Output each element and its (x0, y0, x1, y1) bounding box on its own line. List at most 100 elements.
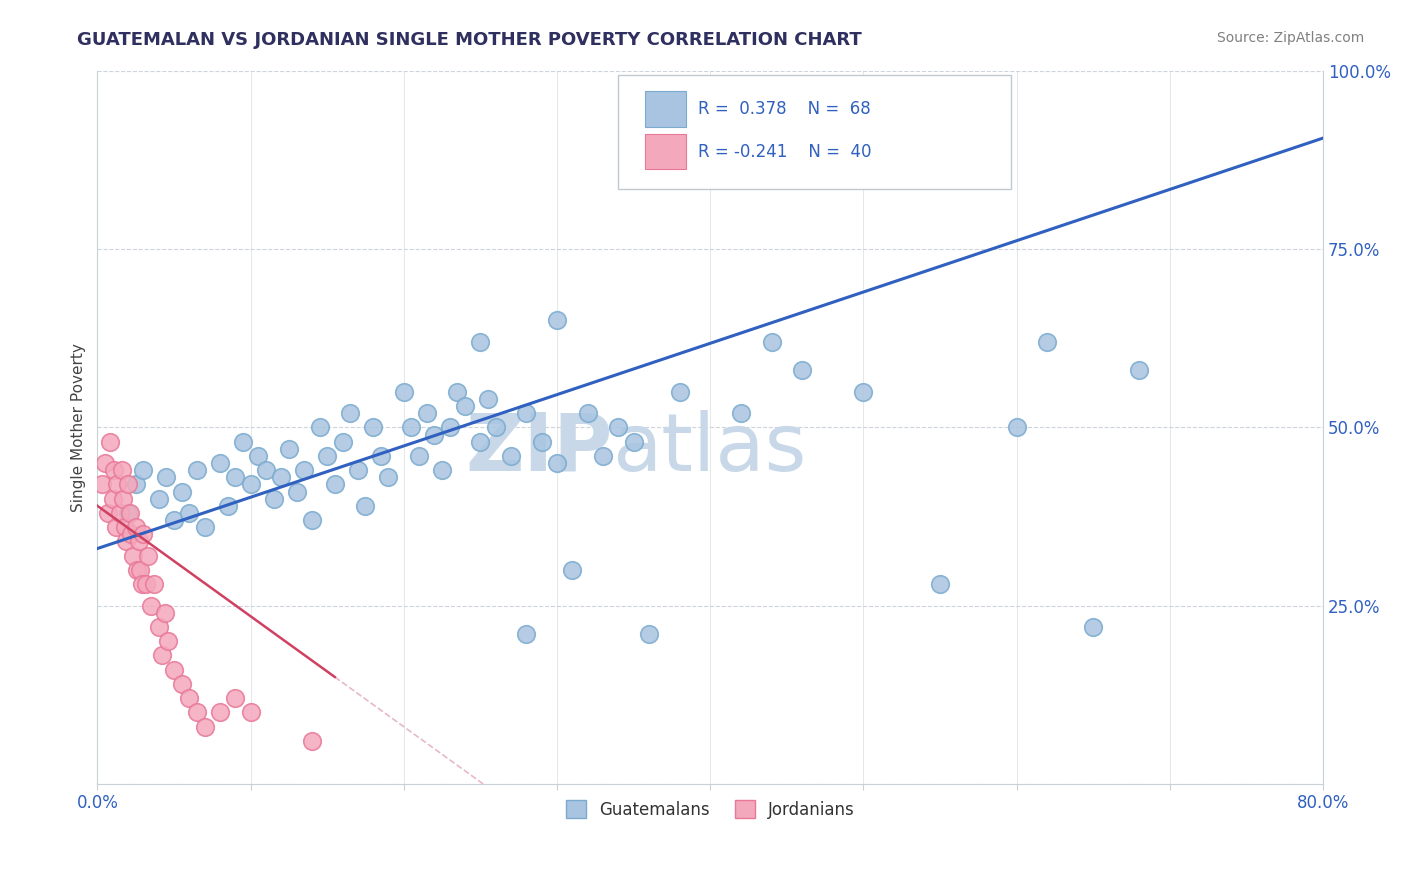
Point (186, 463, 208, 477)
Point (239, 706, 262, 720)
Point (111, 463, 134, 477)
Point (239, 477, 262, 491)
Point (929, 577, 952, 591)
Legend: Guatemalans, Jordanians: Guatemalans, Jordanians (560, 794, 862, 825)
Point (761, 334, 783, 349)
Point (170, 677, 193, 691)
Point (792, 363, 814, 377)
Point (515, 406, 537, 420)
Point (439, 420, 461, 434)
Point (499, 449, 522, 463)
Text: R = -0.241    N =  40: R = -0.241 N = 40 (697, 143, 872, 161)
Point (301, 734, 323, 748)
Point (143, 577, 166, 591)
Point (354, 499, 377, 513)
Point (179, 691, 201, 706)
Point (370, 449, 392, 463)
Point (285, 484, 308, 499)
Point (377, 470, 399, 484)
Point (232, 434, 254, 449)
Point (430, 463, 453, 477)
Point (115, 534, 138, 549)
Point (128, 534, 150, 549)
Text: GUATEMALAN VS JORDANIAN SINGLE MOTHER POVERTY CORRELATION CHART: GUATEMALAN VS JORDANIAN SINGLE MOTHER PO… (77, 31, 862, 49)
Point (117, 477, 139, 491)
Point (1005, 420, 1028, 434)
Point (136, 549, 159, 563)
Point (94, 456, 117, 470)
Point (224, 691, 246, 706)
Point (254, 463, 277, 477)
Point (224, 470, 246, 484)
Point (561, 563, 583, 577)
Point (247, 449, 270, 463)
Point (121, 549, 143, 563)
Point (97, 506, 120, 520)
Point (127, 563, 149, 577)
Point (361, 420, 384, 434)
Point (153, 606, 176, 620)
Point (530, 434, 553, 449)
Point (155, 470, 177, 484)
Point (392, 384, 415, 399)
Point (103, 463, 125, 477)
Y-axis label: Single Mother Poverty: Single Mother Poverty (72, 343, 86, 512)
Point (217, 499, 239, 513)
Point (132, 527, 155, 541)
Point (117, 506, 139, 520)
Point (623, 434, 645, 449)
Point (668, 384, 690, 399)
Point (110, 506, 132, 520)
Point (105, 477, 128, 491)
Point (163, 663, 186, 677)
Point (150, 648, 173, 663)
Point (263, 491, 285, 506)
Point (148, 620, 170, 634)
Point (592, 449, 614, 463)
Point (470, 434, 492, 449)
Point (277, 442, 299, 456)
Point (170, 484, 193, 499)
FancyBboxPatch shape (619, 75, 1011, 188)
Point (401, 420, 423, 434)
Point (132, 463, 155, 477)
Point (118, 506, 141, 520)
Point (135, 577, 157, 591)
Point (546, 456, 568, 470)
Text: Source: ZipAtlas.com: Source: ZipAtlas.com (1216, 31, 1364, 45)
Point (114, 520, 136, 534)
Point (423, 427, 446, 442)
Point (347, 463, 370, 477)
Point (470, 334, 492, 349)
Point (454, 399, 477, 413)
Point (179, 506, 201, 520)
Point (316, 449, 339, 463)
Point (446, 384, 468, 399)
Point (301, 513, 323, 527)
Point (194, 720, 217, 734)
Point (124, 477, 146, 491)
Point (477, 392, 499, 406)
Point (576, 406, 599, 420)
Point (139, 599, 162, 613)
Point (339, 406, 361, 420)
Point (156, 634, 179, 648)
Point (124, 520, 146, 534)
Point (292, 463, 315, 477)
Bar (645, 91, 686, 127)
Point (638, 627, 661, 641)
Point (98, 434, 121, 449)
Point (131, 577, 153, 591)
Point (163, 513, 186, 527)
Bar (645, 134, 686, 169)
Point (416, 406, 439, 420)
Point (120, 527, 142, 541)
Point (208, 456, 231, 470)
Point (91, 477, 114, 491)
Point (1128, 363, 1150, 377)
Point (308, 420, 330, 434)
Point (129, 563, 152, 577)
Point (730, 406, 752, 420)
Point (194, 520, 217, 534)
Point (104, 520, 127, 534)
